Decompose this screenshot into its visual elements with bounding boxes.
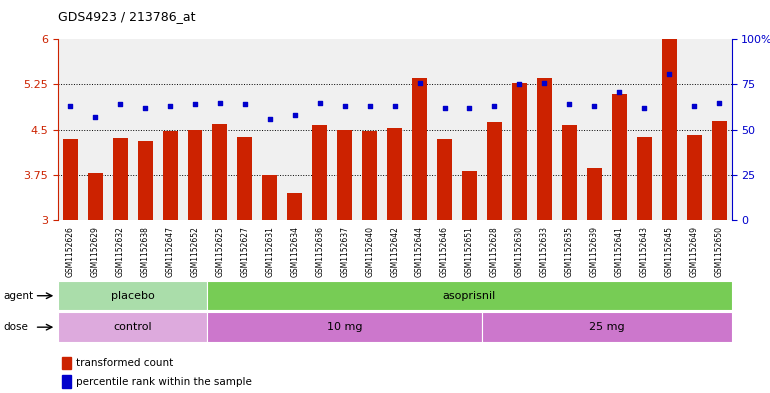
Text: dose: dose <box>4 322 28 332</box>
Point <box>413 79 426 86</box>
Bar <box>437 140 452 220</box>
Point <box>388 103 400 109</box>
Bar <box>207 281 732 310</box>
Point <box>164 103 176 109</box>
Point <box>139 105 151 111</box>
Bar <box>138 141 152 220</box>
Bar <box>62 357 71 369</box>
Bar <box>263 175 277 220</box>
Bar <box>487 123 502 220</box>
Bar <box>661 39 677 220</box>
Bar <box>162 131 178 220</box>
Bar <box>62 139 78 220</box>
Point <box>289 112 301 118</box>
Point <box>313 99 326 106</box>
Text: 25 mg: 25 mg <box>589 322 624 332</box>
Point <box>438 105 450 111</box>
Bar <box>287 193 303 220</box>
Text: transformed count: transformed count <box>76 358 173 368</box>
Bar <box>58 312 207 342</box>
Bar <box>313 125 327 220</box>
Point <box>214 99 226 106</box>
Text: placebo: placebo <box>111 291 155 301</box>
Point <box>538 79 551 86</box>
Point <box>363 103 376 109</box>
Bar <box>58 281 207 310</box>
Bar <box>88 173 102 220</box>
Text: percentile rank within the sample: percentile rank within the sample <box>76 376 252 387</box>
Bar <box>62 375 71 388</box>
Point <box>588 103 601 109</box>
Point <box>613 88 625 95</box>
Bar <box>482 312 732 342</box>
Bar <box>611 94 627 220</box>
Point <box>189 101 201 108</box>
Bar <box>412 79 427 220</box>
Point <box>638 105 651 111</box>
Bar <box>462 171 477 220</box>
Bar <box>207 312 482 342</box>
Text: asoprisnil: asoprisnil <box>443 291 496 301</box>
Point <box>464 105 476 111</box>
Bar <box>362 131 377 220</box>
Bar <box>562 125 577 220</box>
Point <box>488 103 500 109</box>
Point <box>114 101 126 108</box>
Bar <box>237 137 253 220</box>
Bar <box>213 124 227 220</box>
Bar <box>188 130 203 220</box>
Bar <box>637 137 651 220</box>
Bar <box>387 129 402 220</box>
Bar <box>711 121 727 220</box>
Point <box>64 103 76 109</box>
Point <box>663 70 675 77</box>
Point <box>563 101 575 108</box>
Point <box>263 116 276 122</box>
Bar <box>537 79 552 220</box>
Text: GDS4923 / 213786_at: GDS4923 / 213786_at <box>58 10 196 23</box>
Bar <box>587 168 601 220</box>
Bar <box>687 134 701 220</box>
Text: agent: agent <box>4 291 34 301</box>
Point <box>239 101 251 108</box>
Bar <box>512 83 527 220</box>
Bar <box>337 130 352 220</box>
Bar <box>112 138 128 220</box>
Text: control: control <box>113 322 152 332</box>
Point <box>713 99 725 106</box>
Point <box>89 114 102 120</box>
Text: 10 mg: 10 mg <box>327 322 363 332</box>
Point <box>688 103 700 109</box>
Point <box>339 103 351 109</box>
Point <box>514 81 526 88</box>
